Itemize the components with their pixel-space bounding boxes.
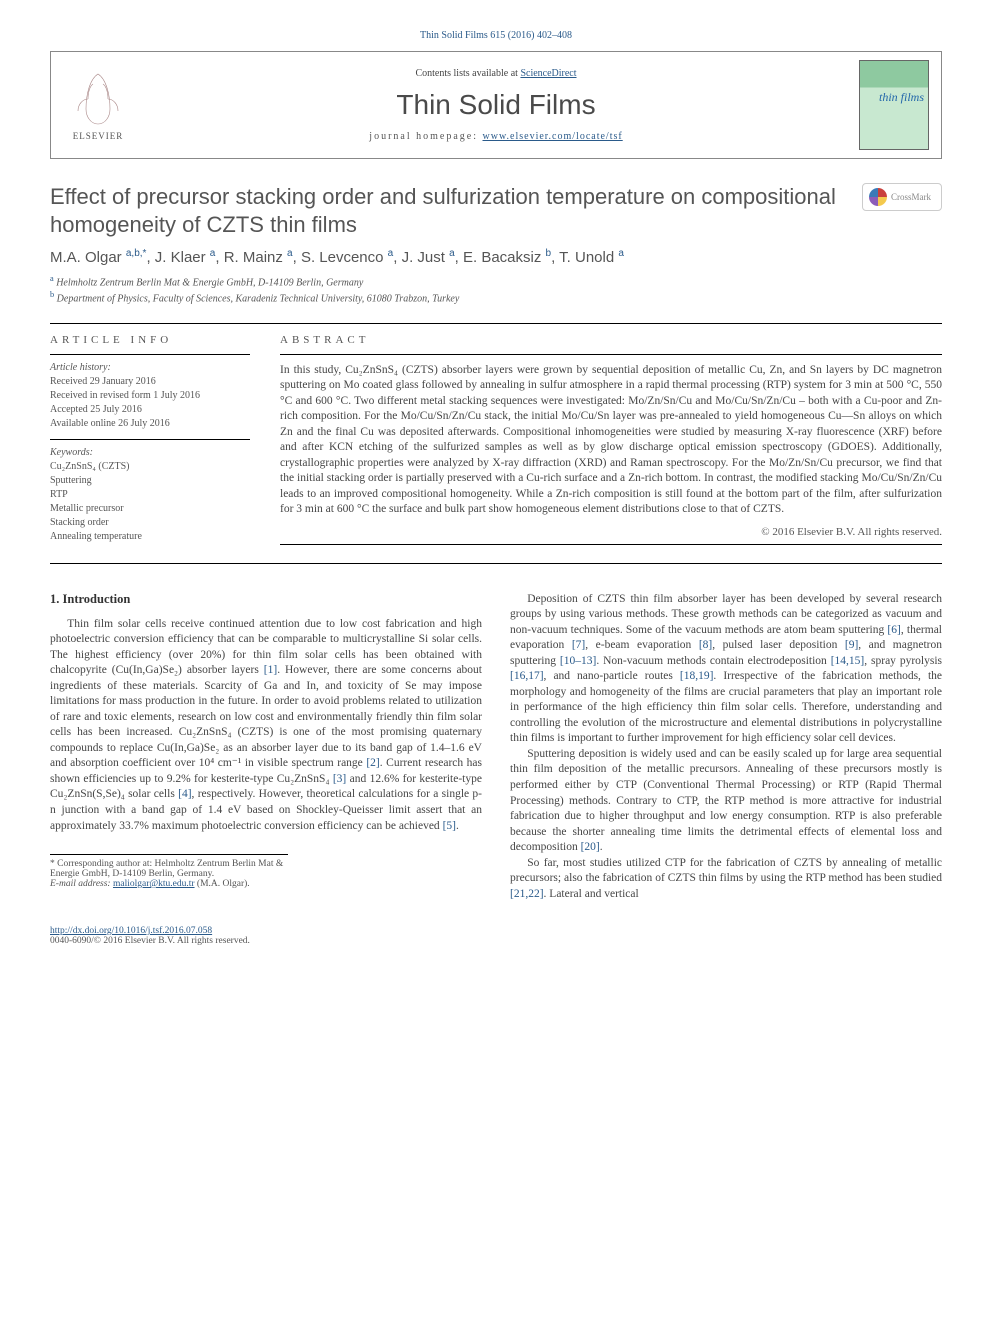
author-list: M.A. Olgar a,b,*, J. Klaer a, R. Mainz a… (50, 248, 942, 266)
abstract-copyright: © 2016 Elsevier B.V. All rights reserved… (280, 526, 942, 538)
body-left-column: Thin film solar cells receive continued … (50, 617, 482, 834)
crossmark-icon (869, 188, 887, 206)
crossmark-label: CrossMark (891, 192, 931, 202)
journal-cover-thumb: thin films (859, 60, 929, 150)
journal-title: Thin Solid Films (396, 89, 595, 121)
article-info-heading: article info (50, 326, 250, 354)
section-heading-intro: 1. Introduction (50, 592, 482, 607)
homepage-link[interactable]: www.elsevier.com/locate/tsf (483, 131, 623, 142)
abstract-text: In this study, Cu₂ZnSnS₄ (CZTS) absorber… (280, 355, 942, 518)
article-title: Effect of precursor stacking order and s… (50, 183, 846, 238)
corresponding-email-link[interactable]: maliolgar@ktu.edu.tr (113, 879, 195, 889)
article-history: Article history: Received 29 January 201… (50, 361, 250, 431)
footnote: * Corresponding author at: Helmholtz Zen… (50, 854, 288, 889)
journal-header: ELSEVIER Contents lists available at Sci… (50, 51, 942, 159)
doi-link[interactable]: http://dx.doi.org/10.1016/j.tsf.2016.07.… (50, 926, 212, 936)
keywords: Keywords: Cu₂ZnSnS₄ (CZTS) Sputtering RT… (50, 446, 250, 544)
contents-line: Contents lists available at ScienceDirec… (415, 68, 576, 79)
page-footer: http://dx.doi.org/10.1016/j.tsf.2016.07.… (50, 926, 942, 946)
abstract-heading: abstract (280, 326, 942, 354)
crossmark-badge[interactable]: CrossMark (862, 183, 942, 211)
homepage-line: journal homepage: www.elsevier.com/locat… (369, 131, 622, 142)
affiliations: a Helmholtz Zentrum Berlin Mat & Energie… (50, 274, 942, 305)
publisher-logo: ELSEVIER (63, 65, 133, 145)
body-right-column: Deposition of CZTS thin film absorber la… (510, 592, 942, 902)
publisher-name: ELSEVIER (73, 131, 124, 141)
sciencedirect-link[interactable]: ScienceDirect (520, 68, 576, 79)
journal-citation: Thin Solid Films 615 (2016) 402–408 (50, 30, 942, 41)
